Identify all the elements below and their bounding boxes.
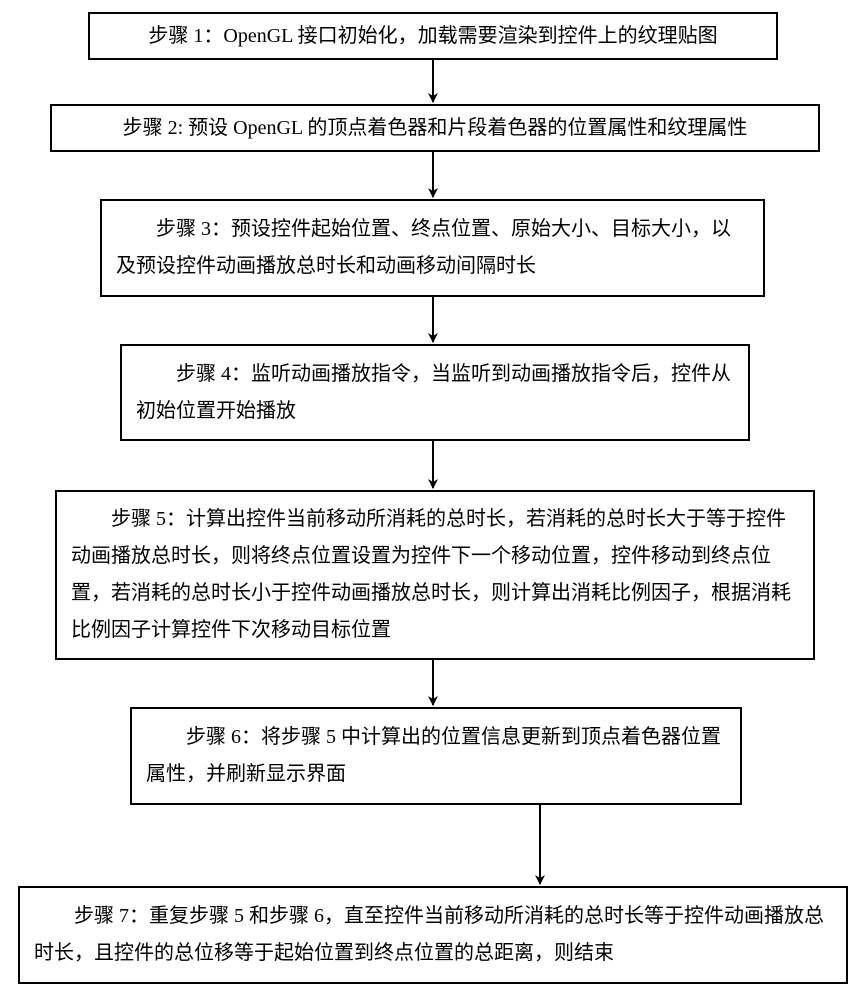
flow-node-step3: 步骤 3：预设控件起始位置、终点位置、原始大小、目标大小，以及预设控件动画播放总… xyxy=(100,199,765,297)
flow-node-step2: 步骤 2: 预设 OpenGL 的顶点着色器和片段着色器的位置属性和纹理属性 xyxy=(50,104,820,152)
flow-node-text: 步骤 1：OpenGL 接口初始化，加载需要渲染到控件上的纹理贴图 xyxy=(104,18,762,55)
flow-node-step1: 步骤 1：OpenGL 接口初始化，加载需要渲染到控件上的纹理贴图 xyxy=(88,12,778,60)
flow-node-step5: 步骤 5：计算出控件当前移动所消耗的总时长，若消耗的总时长大于等于控件动画播放总… xyxy=(55,490,815,660)
flow-node-text: 步骤 2: 预设 OpenGL 的顶点着色器和片段着色器的位置属性和纹理属性 xyxy=(66,110,804,147)
flow-node-step4: 步骤 4：监听动画播放指令，当监听到动画播放指令后，控件从初始位置开始播放 xyxy=(120,344,750,441)
flow-node-step6: 步骤 6：将步骤 5 中计算出的位置信息更新到顶点着色器位置属性，并刷新显示界面 xyxy=(130,707,742,805)
flow-node-text: 步骤 6：将步骤 5 中计算出的位置信息更新到顶点着色器位置属性，并刷新显示界面 xyxy=(146,719,726,793)
flowchart-canvas: 步骤 1：OpenGL 接口初始化，加载需要渲染到控件上的纹理贴图 步骤 2: … xyxy=(0,0,866,1000)
flow-node-step7: 步骤 7：重复步骤 5 和步骤 6，直至控件当前移动所消耗的总时长等于控件动画播… xyxy=(18,886,848,984)
flow-node-text: 步骤 5：计算出控件当前移动所消耗的总时长，若消耗的总时长大于等于控件动画播放总… xyxy=(71,501,799,649)
flow-node-text: 步骤 7：重复步骤 5 和步骤 6，直至控件当前移动所消耗的总时长等于控件动画播… xyxy=(34,898,832,972)
flow-node-text: 步骤 4：监听动画播放指令，当监听到动画播放指令后，控件从初始位置开始播放 xyxy=(136,356,734,430)
flow-node-text: 步骤 3：预设控件起始位置、终点位置、原始大小、目标大小，以及预设控件动画播放总… xyxy=(116,211,749,285)
